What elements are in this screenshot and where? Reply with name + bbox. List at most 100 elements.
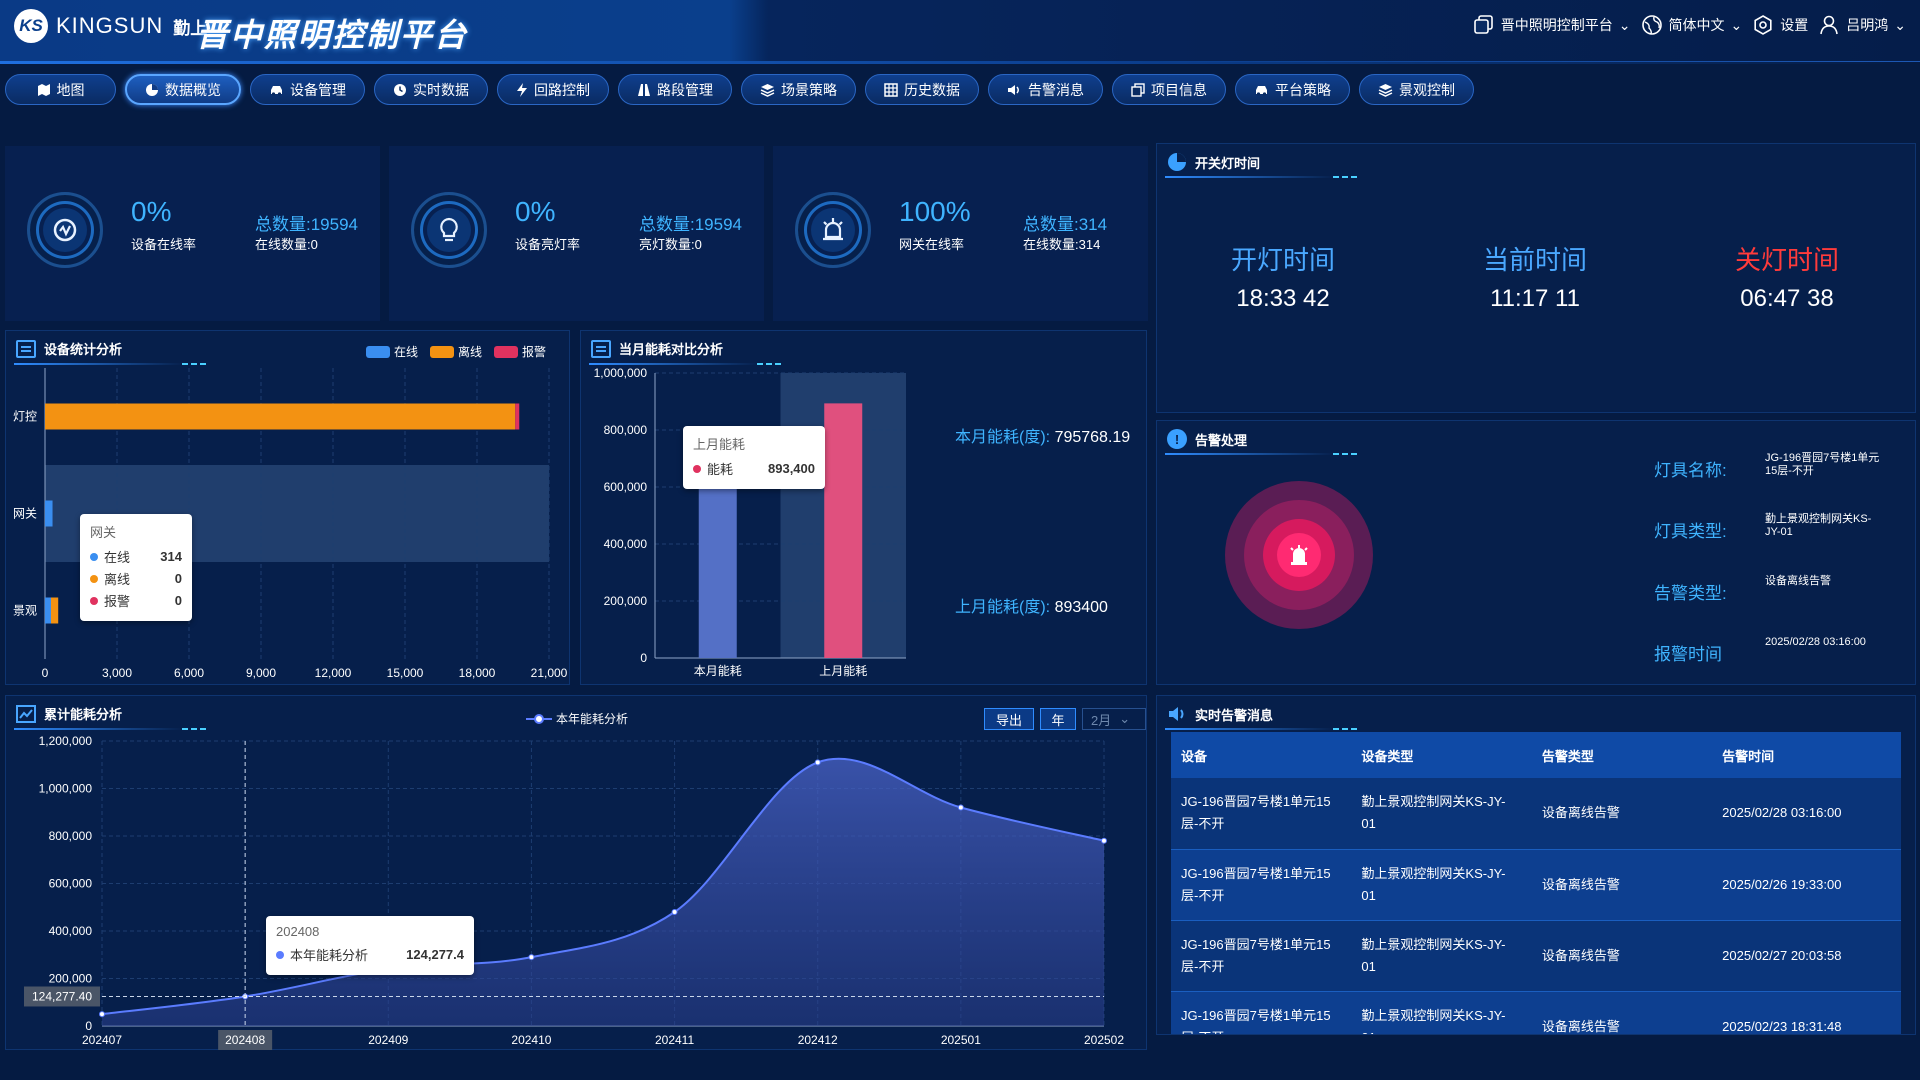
last-month-label: 上月能耗(度): (955, 599, 1051, 616)
table-row[interactable]: JG-196晋园7号楼1单元15层-不开勤上景观控制网关KS-JY-01设备离线… (1171, 991, 1901, 1034)
alarm-field-label: 灯具类型: (1654, 522, 1727, 541)
legend-alarm[interactable]: 报警 (494, 343, 546, 360)
table-cell: 勤上景观控制网关KS-JY-01 (1351, 991, 1532, 1034)
info-icon: ! (1167, 429, 1187, 449)
list-icon (591, 339, 611, 358)
y-tick-label: 1,000,000 (594, 366, 648, 380)
legend-online[interactable]: 在线 (366, 343, 418, 360)
language-label: 简体中文 (1668, 17, 1725, 33)
y-tick-label: 800,000 (604, 423, 648, 437)
user-menu[interactable]: 吕明鸿 ⌄ (1818, 14, 1906, 36)
x-tick-label: 202409 (368, 1033, 408, 1047)
alarm-table: 设备 设备类型 告警类型 告警时间 JG-196晋园7号楼1单元15层-不开 勤上景观控… (1171, 732, 1901, 1034)
nav-item-10[interactable]: 平台策略 (1235, 74, 1350, 105)
tooltip-title: 202408 (276, 924, 320, 939)
panel-header: 累计能耗分析 (16, 704, 122, 723)
panel-title: 累计能耗分析 (44, 707, 123, 722)
legend-label: 报警 (522, 345, 547, 359)
table-cell: 2025/02/26 19:33:00 (1712, 849, 1901, 921)
nav-item-4[interactable]: 回路控制 (497, 74, 609, 105)
stat-card: 100% 网关在线率 总数量:314 在线数量:314 (773, 146, 1148, 321)
settings-button[interactable]: 设置 (1752, 14, 1808, 36)
line-chart-icon (16, 704, 36, 723)
copy-icon (1131, 82, 1145, 97)
y-tick-label: 灯控 (13, 410, 37, 424)
nav-label: 告警消息 (1028, 81, 1084, 98)
energy-tooltip: 上月能耗 能耗 893,400 (683, 426, 825, 489)
gear-icon (1754, 15, 1772, 35)
nav-item-5[interactable]: 路段管理 (618, 74, 732, 105)
table-cell: 勤上景观控制网关KS-JY-01 (1351, 849, 1532, 921)
stat-card: 0% 设备在线率 总数量:19594 在线数量:0 (5, 146, 380, 321)
x-tick-label: 202407 (82, 1033, 122, 1047)
language-selector[interactable]: 简体中文 ⌄ (1641, 14, 1743, 36)
pie-icon (1168, 153, 1186, 171)
on-time-label: 开灯时间 (1230, 245, 1335, 275)
alarm-field-value: 2025/02/28 03:16:00 (1765, 636, 1866, 648)
y-tick-label: 600,000 (49, 877, 93, 891)
nav-item-8[interactable]: 告警消息 (988, 74, 1103, 105)
on-time-value: 18:33 42 (1236, 285, 1330, 312)
x-tick-label: 12,000 (315, 666, 352, 680)
x-tick-label: 9,000 (246, 666, 276, 680)
x-tick-label: 202502 (1084, 1033, 1124, 1047)
stat-ring (795, 192, 871, 268)
tooltip-value: 314 (160, 549, 182, 564)
table-cell: 设备离线告警 (1531, 920, 1713, 992)
siren-icon (1277, 533, 1321, 577)
cumulative-legend[interactable]: 本年能耗分析 (526, 710, 628, 727)
stat-sub: 亮灯数量:0 (639, 237, 702, 252)
chevron-down-icon: ⌄ (1730, 16, 1743, 33)
stat-sub: 在线数量:0 (255, 237, 318, 252)
nav-item-9[interactable]: 项目信息 (1112, 74, 1226, 105)
legend-offline[interactable]: 离线 (430, 343, 482, 360)
now-time-label: 当前时间 (1482, 245, 1587, 275)
axis-pointer-value: 124,277.40 (32, 989, 92, 1003)
data-point (814, 759, 821, 766)
stat-total: 总数量:314 (1023, 215, 1108, 234)
table-cell: JG-196晋园7号楼1单元15层-不开 (1171, 849, 1352, 921)
nav-item-3[interactable]: 实时数据 (374, 74, 488, 105)
year-button[interactable]: 年 (1040, 708, 1076, 730)
energy-compare-panel: 当月能耗对比分析 0 200,000 400,000 600,000 800,000 1,… (580, 330, 1147, 685)
stat-card: 0% 设备亮灯率 总数量:19594 亮灯数量:0 (389, 146, 764, 321)
cumulative-tooltip: 202408 本年能耗分析 124,277.4 (266, 916, 474, 975)
data-point (671, 909, 678, 915)
x-tick-label: 202408 (225, 1033, 265, 1047)
stat-percent-label: 网关在线率 (899, 237, 965, 252)
x-tick-label: 0 (42, 666, 49, 680)
device-bar-chart: 0 3,000 6,000 9,000 12,000 15,000 18,000 21,000… (13, 368, 568, 680)
x-tick-label: 202411 (655, 1033, 694, 1047)
month-select[interactable]: 2月 ⌄ (1082, 708, 1146, 730)
x-tick-label: 202410 (511, 1033, 551, 1047)
nav-item-0[interactable]: 地图 (5, 74, 116, 105)
platform-selector[interactable]: 晋中照明控制平台 ⌄ (1473, 14, 1631, 36)
this-month-label: 本月能耗(度): (955, 429, 1051, 446)
last-month-energy: 上月能耗(度): 893400 (955, 593, 1108, 617)
bar-报警 (515, 403, 520, 430)
nav-item-2[interactable]: 设备管理 (250, 74, 365, 105)
panel-header: 当月能耗对比分析 (591, 339, 723, 358)
x-tick-label: 202412 (798, 1033, 838, 1047)
nav-item-1[interactable]: 数据概览 (125, 74, 241, 105)
column-header: 设备类型 (1361, 748, 1414, 764)
x-pointer-badge (218, 1030, 273, 1050)
tooltip-label: 在线 (104, 550, 131, 565)
area-fill (102, 758, 1104, 1026)
column-header: 设备 (1181, 748, 1208, 764)
stat-percent-label: 设备亮灯率 (515, 237, 581, 252)
switch-time-panel: 开关灯时间 开灯时间 18:33 42 当前时间 11:17 11 关灯时间 0… (1156, 143, 1916, 413)
nav-item-7[interactable]: 历史数据 (865, 74, 979, 105)
panel-title: 开关灯时间 (1195, 155, 1261, 171)
panel-header: 实时告警消息 (1167, 704, 1273, 724)
nav-item-6[interactable]: 场景策略 (741, 74, 856, 105)
alarm-field-label: 灯具名称: (1654, 461, 1727, 480)
main-nav: 地图 数据概览 设备管理 实时数据 回路控制 路段管理 场景策略 历史数据 告警消息 项目信息 平台… (5, 74, 1474, 105)
export-button[interactable]: 导出 (984, 708, 1034, 730)
table-cell: JG-196晋园7号楼1单元15层-不开 (1171, 778, 1352, 850)
clock-icon (393, 83, 407, 97)
nav-item-11[interactable]: 景观控制 (1359, 74, 1474, 105)
